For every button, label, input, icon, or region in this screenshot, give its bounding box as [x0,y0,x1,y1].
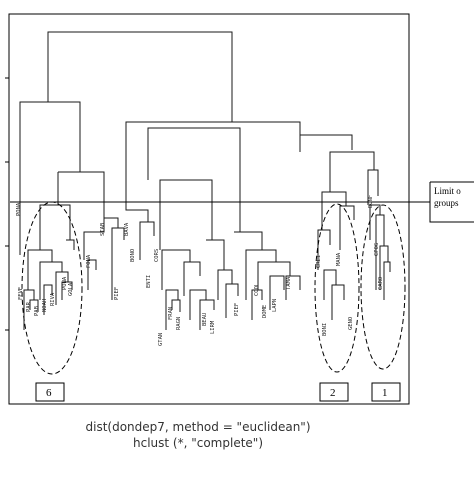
cluster-merge [269,275,285,310]
leaf-label: RIVA [50,292,56,306]
group-6-box [35,382,65,402]
leaf-label: DOME [262,305,268,318]
cluster-merge [367,169,379,205]
caption-line-2: hclust (*, "complete") [133,436,263,450]
cluster-merge [111,227,125,300]
cluster-merge [285,275,301,300]
cluster-merge [225,283,239,318]
leaf-label: PAB [34,305,40,316]
leaf-label: BEAU [202,313,208,326]
leaf-label: CPOG [374,243,380,256]
cluster-merge [183,261,201,296]
cluster-merge [125,128,149,222]
leaf-label: GENO [348,317,354,330]
leaf-label: RAGN [176,317,182,330]
cluster-merge [39,204,71,250]
group-2-ellipse [314,203,360,373]
cluster-merge [55,271,69,305]
cluster-merge [251,289,263,320]
cluster-merge [139,221,155,260]
group-6-ellipse [21,201,83,375]
cluster-merge [189,289,207,320]
leaf-label: GTAN [158,333,164,346]
cluster-merge [66,239,75,250]
cluster-merge [29,299,39,312]
cluster-merge [206,239,225,270]
group-6-label: 6 [46,387,52,399]
group-1-box [371,382,401,402]
leaf-label: BONF [368,195,374,208]
leaf-label: TAMA [286,276,292,290]
cluster-merge [383,261,391,300]
leaf-label: FRAN [168,307,174,320]
cluster-merge [58,171,105,232]
cluster-merge [321,191,347,230]
limit-label-line1: Limit o [434,186,461,196]
cluster-merge [323,269,337,300]
leaf-label: PIEF [234,303,240,316]
leaf-label: STAB [100,222,106,236]
leaf-label: CREI [316,255,322,268]
dendrogram-tree [19,31,391,330]
cluster-merge [171,299,181,312]
leaf-label: BONO [130,249,136,262]
leaf-label: PONA [16,202,22,216]
cluster-merge [61,281,73,300]
leaf-label: CORS [154,249,160,262]
leaf-label: BONI [322,323,328,336]
cluster-merge [147,127,241,232]
cluster-merge [317,229,331,270]
cluster-merge [375,214,385,290]
cluster-merge [379,245,389,290]
leaf-label: PIEF [114,287,120,300]
leaf-label: LIRM [210,320,216,334]
cluster-merge [43,284,53,315]
limit-label-box [429,181,474,223]
group-1-ellipse [360,204,406,370]
cluster-merge [19,101,81,192]
cluster-merge [299,134,353,152]
cluster-merge [125,121,301,152]
plot-frame [8,13,410,405]
cluster-merge [165,289,179,330]
cluster-merge [161,249,191,290]
cluster-merge [329,151,375,192]
leaf-label: PAR [26,301,32,312]
cluster-merge [331,284,345,320]
cluster-merge [83,217,119,260]
leaf-label: FEVE [18,287,24,300]
cluster-merge [245,249,277,300]
cluster-merge [39,261,63,300]
leaf-label: PONA [62,276,68,290]
group-1-label: 1 [382,387,388,399]
cluster-merge [159,179,213,250]
cluster-merge [339,205,355,250]
root-merge [47,31,233,122]
leaf-label: MANA [336,252,342,266]
leaf-label: BAVA [124,222,130,236]
leaf-label: GOLA [68,282,74,296]
cluster-merge [257,261,291,290]
limit-label-line2: groups [434,198,459,208]
cluster-merge [87,259,97,290]
group-2-box [319,382,349,402]
cluster-merge [234,231,263,250]
cluster-merge [27,249,53,290]
cluster-merge [369,204,381,240]
group-2-label: 2 [330,387,336,399]
caption-line-1: dist(dondep7, method = "euclidean") [86,420,311,434]
leaf-label: LAPN [272,299,278,312]
leaf-label: FONA [86,254,92,268]
leaf-label: COOL [254,282,260,296]
leaf-label: ENTI [146,275,152,288]
cluster-merge [23,289,35,330]
leaf-label: CARO [378,277,384,290]
leaf-label: NOAH [42,299,48,312]
cluster-merge [217,269,233,300]
cluster-merge [199,299,215,330]
